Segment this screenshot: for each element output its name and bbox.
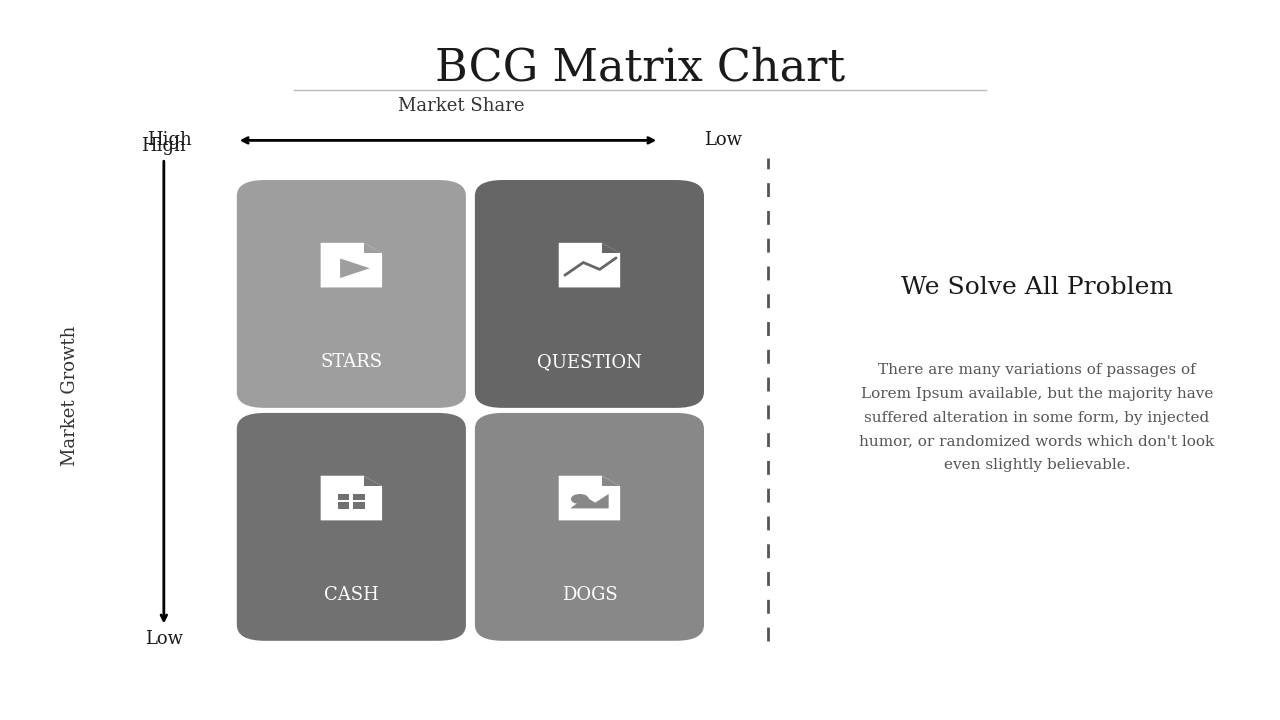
Text: BCG Matrix Chart: BCG Matrix Chart: [435, 47, 845, 90]
Text: High: High: [142, 137, 186, 155]
Text: CASH: CASH: [324, 586, 379, 604]
Text: There are many variations of passages of
Lorem Ipsum available, but the majority: There are many variations of passages of…: [859, 363, 1215, 472]
Bar: [353, 503, 365, 509]
Text: DOGS: DOGS: [562, 586, 617, 604]
Text: STARS: STARS: [320, 354, 383, 372]
Bar: [353, 494, 365, 500]
Text: Market Share: Market Share: [398, 97, 524, 115]
Polygon shape: [602, 243, 620, 253]
Polygon shape: [320, 476, 381, 521]
Polygon shape: [559, 476, 620, 521]
FancyBboxPatch shape: [475, 180, 704, 408]
Polygon shape: [364, 243, 381, 253]
Text: Low: Low: [145, 630, 183, 648]
Text: Low: Low: [704, 131, 742, 149]
Polygon shape: [320, 243, 381, 287]
Polygon shape: [340, 258, 370, 278]
FancyBboxPatch shape: [237, 180, 466, 408]
Text: We Solve All Problem: We Solve All Problem: [901, 276, 1172, 300]
FancyBboxPatch shape: [475, 413, 704, 641]
Bar: [338, 503, 349, 509]
Polygon shape: [559, 243, 620, 287]
FancyBboxPatch shape: [237, 413, 466, 641]
Text: High: High: [147, 131, 192, 149]
Polygon shape: [602, 476, 620, 486]
Text: Market Growth: Market Growth: [61, 326, 79, 466]
Text: QUESTION: QUESTION: [538, 354, 641, 372]
Polygon shape: [571, 494, 609, 508]
Bar: [338, 494, 349, 500]
Polygon shape: [364, 476, 381, 486]
Circle shape: [571, 494, 589, 504]
